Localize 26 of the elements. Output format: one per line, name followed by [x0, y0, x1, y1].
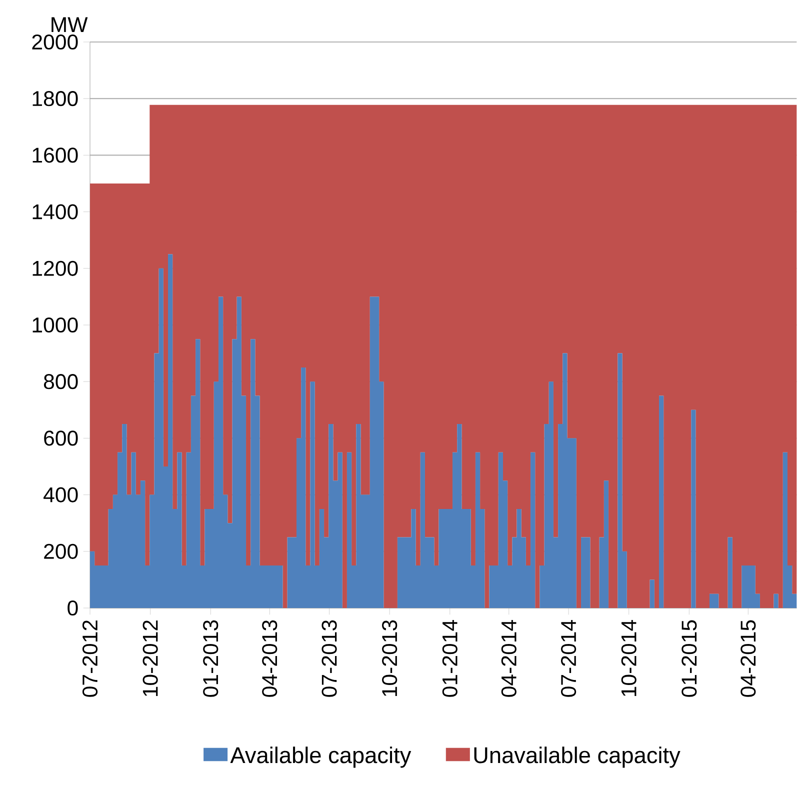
x-tick-label: 07-2012: [82, 620, 98, 697]
legend-label: Available capacity: [230, 746, 412, 768]
x-tick-label: 04-2013: [262, 620, 278, 697]
y-tick-label: 800: [44, 374, 78, 390]
y-tick-label: 1800: [32, 91, 78, 106]
y-tick-label: 600: [44, 430, 78, 446]
x-tick-label: 10-2013: [382, 620, 398, 696]
x-tick-label: 01-2015: [682, 620, 697, 697]
x-tick-label: 01-2014: [442, 620, 458, 697]
x-tick-label: 04-2014: [501, 620, 516, 697]
legend-label: Unavailable capacity: [474, 746, 680, 768]
x-tick-label: 07-2013: [322, 620, 337, 697]
y-tick-label: 0: [68, 600, 78, 616]
y-tick-label: 1200: [32, 260, 78, 276]
x-tick-label: 04-2015: [740, 620, 756, 697]
y-tick-label: 2000: [32, 34, 78, 50]
x-tick-label: 10-2012: [142, 620, 158, 696]
y-tick-label: 1600: [32, 148, 78, 163]
y-tick-label: 1000: [32, 317, 78, 333]
x-tick-label: 01-2013: [203, 620, 218, 697]
y-tick-label: 400: [44, 487, 78, 502]
y-tick-label: 200: [44, 544, 78, 559]
y-axis-title: MW: [52, 17, 88, 32]
x-tick-label: 07-2014: [561, 620, 576, 697]
x-tick-label: 10-2014: [621, 620, 636, 696]
y-tick-label: 1400: [32, 204, 78, 220]
